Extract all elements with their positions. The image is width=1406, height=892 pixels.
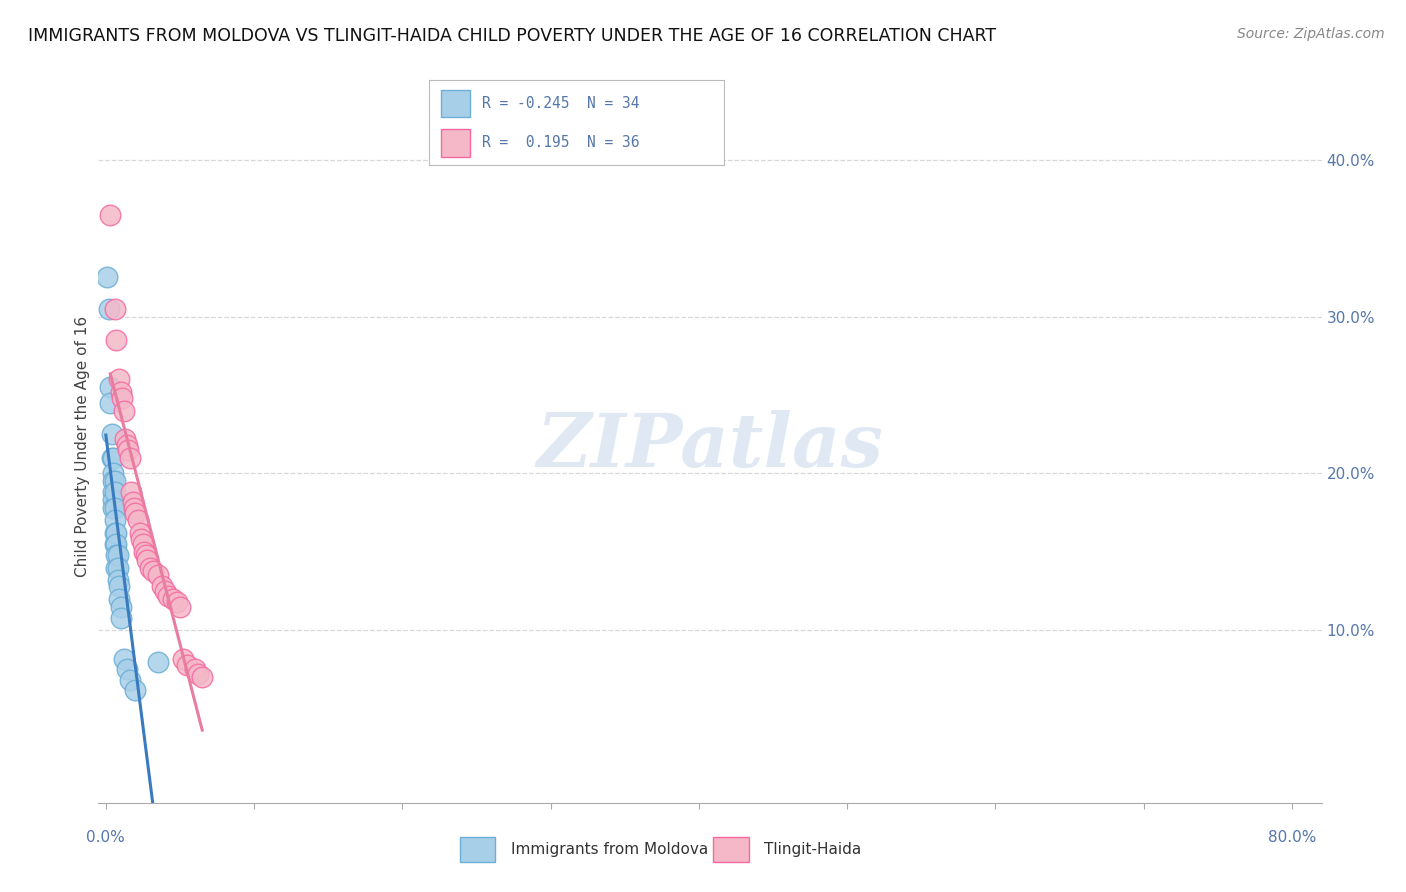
Point	[169, 599, 191, 614]
Point	[98, 208, 121, 222]
Point	[120, 485, 142, 500]
Point	[131, 533, 153, 547]
Bar	[460, 838, 495, 862]
Bar	[440, 129, 470, 157]
Text: R = -0.245  N = 34: R = -0.245 N = 34	[482, 95, 640, 111]
Point	[103, 485, 125, 500]
Point	[107, 560, 129, 574]
Text: 80.0%: 80.0%	[1268, 830, 1316, 845]
Point	[105, 548, 128, 562]
Point	[146, 568, 169, 582]
Point	[104, 537, 127, 551]
Point	[134, 545, 156, 559]
Point	[103, 493, 125, 508]
Text: Immigrants from Moldova: Immigrants from Moldova	[510, 842, 707, 857]
Point	[114, 432, 136, 446]
Point	[135, 548, 157, 562]
Point	[96, 270, 118, 285]
Point	[118, 450, 141, 465]
Point	[110, 599, 132, 614]
Point	[139, 560, 162, 574]
Point	[104, 485, 127, 500]
Y-axis label: Child Poverty Under the Age of 16: Child Poverty Under the Age of 16	[75, 316, 90, 576]
Point	[117, 442, 139, 457]
Point	[187, 667, 209, 681]
Point	[103, 500, 125, 515]
Point	[157, 589, 180, 603]
Point	[97, 301, 120, 316]
Bar	[713, 838, 748, 862]
Point	[121, 494, 143, 508]
Point	[142, 564, 165, 578]
Point	[162, 591, 184, 606]
Point	[153, 584, 176, 599]
Point	[122, 500, 145, 515]
Point	[166, 595, 188, 609]
Point	[132, 537, 155, 551]
Point	[136, 552, 159, 566]
Point	[129, 526, 152, 541]
Point	[100, 427, 122, 442]
Point	[110, 611, 132, 625]
Point	[100, 450, 122, 465]
Point	[176, 657, 198, 672]
Point	[172, 651, 194, 665]
Point	[105, 560, 128, 574]
Text: 0.0%: 0.0%	[86, 830, 125, 845]
Point	[118, 673, 141, 688]
Point	[104, 475, 127, 489]
Point	[108, 591, 131, 606]
Text: Source: ZipAtlas.com: Source: ZipAtlas.com	[1237, 27, 1385, 41]
Point	[105, 526, 128, 541]
Point	[105, 537, 128, 551]
Point	[104, 514, 127, 528]
Point	[127, 514, 149, 528]
Point	[98, 380, 121, 394]
Text: IMMIGRANTS FROM MOLDOVA VS TLINGIT-HAIDA CHILD POVERTY UNDER THE AGE OF 16 CORRE: IMMIGRANTS FROM MOLDOVA VS TLINGIT-HAIDA…	[28, 27, 997, 45]
Point	[124, 506, 146, 520]
Point	[108, 579, 131, 593]
Point	[112, 651, 135, 665]
Point	[103, 475, 125, 489]
Point	[108, 372, 131, 386]
Point	[105, 333, 128, 347]
Point	[146, 655, 169, 669]
Point	[98, 396, 121, 410]
Bar	[440, 89, 470, 117]
Point	[104, 526, 127, 541]
Text: Tlingit-Haida: Tlingit-Haida	[763, 842, 860, 857]
Point	[112, 403, 135, 417]
Point	[111, 391, 134, 405]
Point	[107, 548, 129, 562]
Point	[104, 301, 127, 316]
Point	[104, 500, 127, 515]
Point	[191, 670, 214, 684]
Point	[150, 579, 173, 593]
Point	[103, 467, 125, 481]
Point	[124, 682, 146, 697]
Point	[115, 438, 138, 452]
Text: R =  0.195  N = 36: R = 0.195 N = 36	[482, 136, 640, 151]
Text: ZIPatlas: ZIPatlas	[537, 409, 883, 483]
Point	[184, 663, 207, 677]
Point	[115, 663, 138, 677]
Point	[107, 573, 129, 587]
Point	[110, 384, 132, 399]
Point	[103, 450, 125, 465]
